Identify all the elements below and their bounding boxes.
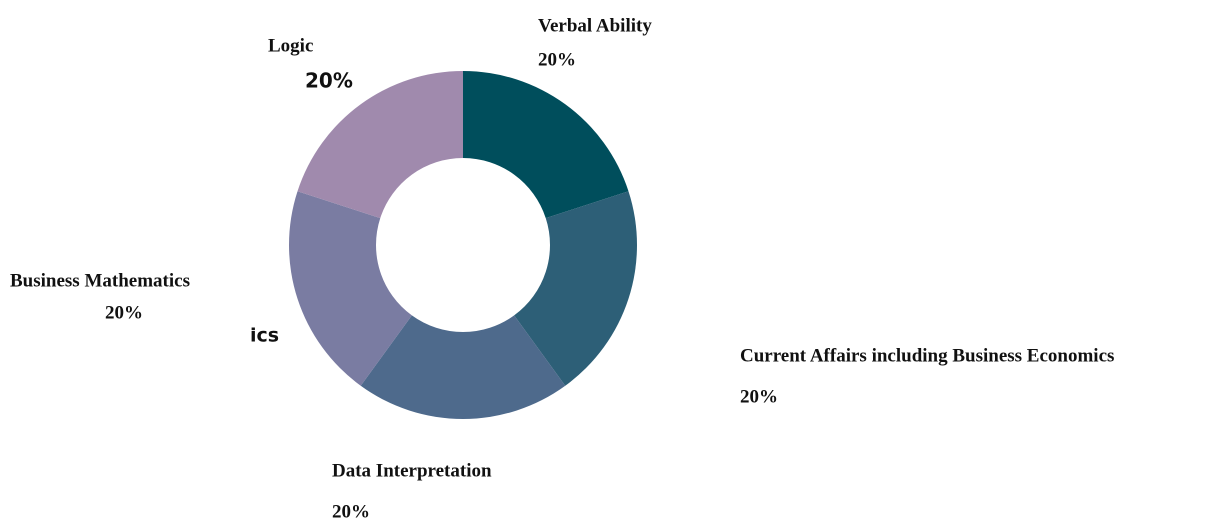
donut-segment [514,191,637,386]
category-label: Logic [268,35,313,56]
value-label: 20% [740,386,778,407]
value-label: 20% [305,69,353,93]
donut-segment [289,191,412,386]
category-label: Data Interpretation [332,460,492,481]
annotation: ics [250,325,279,347]
donut-segment [463,71,629,219]
category-label: Current Affairs including Business Econo… [740,345,1114,366]
donut-segment [360,315,566,420]
category-label: Business Mathematics [10,270,190,291]
value-label: 20% [105,302,143,323]
value-label: 20% [332,501,370,522]
donut-segment [297,71,463,219]
category-label: Verbal Ability [538,15,652,36]
value-label: 20% [538,49,576,70]
